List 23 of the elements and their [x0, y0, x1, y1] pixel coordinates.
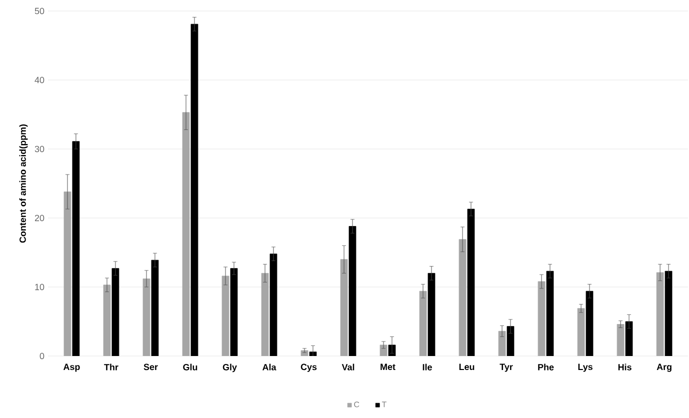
x-tick-label: Asp	[63, 364, 80, 372]
x-tick-label: Phe	[538, 364, 554, 370]
x-tick-label: Gly	[222, 364, 237, 372]
y-tick-label: 30	[34, 146, 44, 152]
x-tick-label: Tyr	[500, 364, 513, 372]
y-tick-label: 10	[35, 284, 44, 290]
x-tick-label: Arg	[656, 364, 672, 372]
y-axis-title: Content of amino acid(ppm)	[19, 124, 28, 243]
x-tick-label: Lys	[578, 364, 592, 372]
x-tick-label: Cys	[300, 364, 317, 372]
y-tick-label: 40	[34, 76, 44, 84]
x-tick-label: Ala	[262, 364, 276, 370]
y-tick-label: 20	[34, 214, 44, 222]
x-tick-label: Val	[342, 364, 354, 370]
x-tick-label: Ile	[422, 364, 432, 370]
y-tick-label: 0	[40, 352, 44, 360]
x-tick-label: His	[618, 364, 632, 370]
y-tick-label: 50	[34, 8, 44, 14]
x-tick-label: Met	[380, 364, 396, 370]
x-tick-label: Ser	[144, 364, 158, 370]
x-tick-label: Thr	[104, 364, 118, 370]
x-tick-label: Leu	[459, 364, 474, 370]
x-tick-label: Glu	[183, 364, 198, 370]
